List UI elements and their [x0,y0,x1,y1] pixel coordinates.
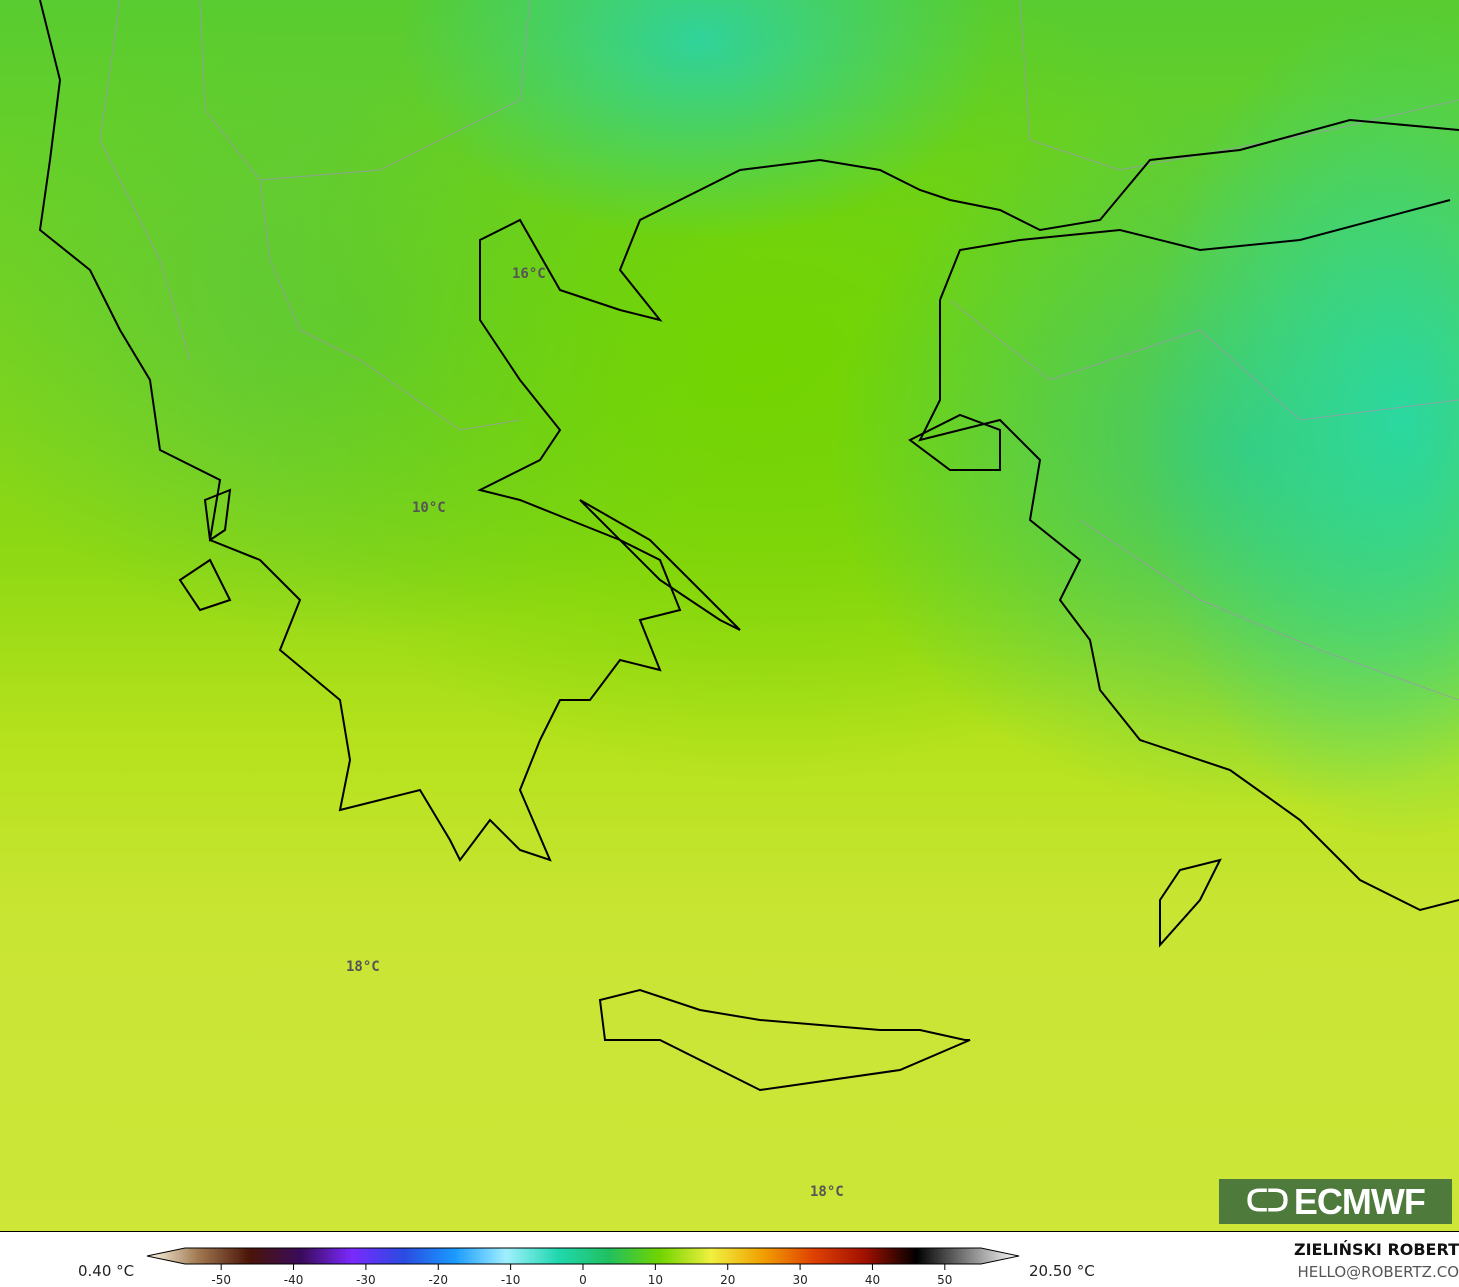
coastlines [38,0,1459,1092]
island-crete [598,988,971,1092]
coast-balkans-west [38,0,1459,862]
island-lesbos [908,413,1001,471]
colorbar-tick-label: -20 [428,1273,448,1287]
colorbar-tick-label: -40 [284,1273,304,1287]
colorbar-tick-label: -10 [501,1273,521,1287]
coast-turkey-west [918,199,1459,912]
colorbar-tick-label: 40 [865,1273,880,1287]
temp-label: 10°C [412,500,446,516]
island-rhodes [1159,858,1222,948]
colorbar-gradient [146,1247,1020,1265]
colorbar-tick-label: 10 [648,1273,663,1287]
colorbar-min-label: 0.40 °C [78,1262,135,1280]
ecmwf-logo: ᑕᑐ ECMWF [1219,1179,1452,1224]
island-euboea [579,499,741,631]
temp-label: 18°C [346,959,380,975]
colorbar-tick-label: 50 [937,1273,952,1287]
temperature-map: 16°C 10°C 18°C 18°C ᑕᑐ ECMWF [0,0,1459,1232]
colorbar-tick-label: 20 [720,1273,735,1287]
author-email: HELLO@ROBERTZ.CO [1297,1263,1459,1281]
colorbar-max-label: 20.50 °C [1029,1262,1095,1280]
temp-label: 18°C [810,1184,844,1200]
colorbar-tick-label: -50 [211,1273,231,1287]
ecmwf-logo-icon: ᑕᑐ [1246,1185,1289,1218]
author-name: ZIELIŃSKI ROBERT [1293,1240,1459,1259]
coastline-paths [38,0,1459,1092]
island-corfu [203,488,232,542]
colorbar-tick-label: -30 [356,1273,376,1287]
temp-label: 16°C [512,266,546,282]
borders [99,0,1459,701]
colorbar-tick-label: 0 [579,1273,587,1287]
ecmwf-logo-text: ECMWF [1293,1180,1426,1222]
island-kefalonia [178,558,232,612]
colorbar: -50 -40 -30 -20 -10 0 10 20 30 40 50 [146,1247,1020,1287]
colorbar-tick-label: 30 [792,1273,807,1287]
